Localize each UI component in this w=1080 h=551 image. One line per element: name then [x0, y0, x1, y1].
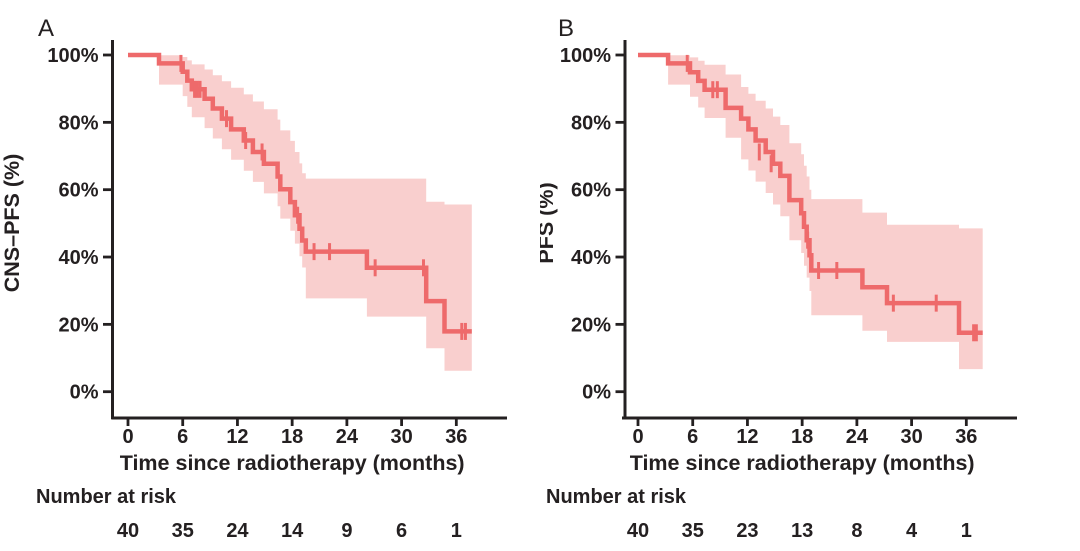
risk-count: 4: [906, 520, 918, 542]
risk-count: 13: [791, 520, 813, 542]
y-tick-label: 100%: [560, 45, 611, 67]
risk-count: 24: [226, 520, 249, 542]
x-tick-label: 36: [445, 426, 467, 448]
km-curve: [128, 52, 472, 334]
y-tick-label: 20%: [58, 314, 98, 336]
y-tick-label: 60%: [58, 180, 98, 202]
confidence-band: [668, 55, 983, 370]
y-tick-label: 80%: [58, 112, 98, 134]
x-tick-label: 36: [955, 426, 977, 448]
risk-count: 14: [281, 520, 304, 542]
number-at-risk-label: Number at risk: [546, 486, 687, 508]
risk-count: 35: [682, 520, 704, 542]
x-axis-title: Time since radiotherapy (months): [630, 451, 975, 475]
panel-letter: A: [38, 15, 54, 42]
y-tick-label: 20%: [571, 314, 611, 336]
y-tick-label: 0%: [582, 382, 611, 404]
y-axis-title: PFS (%): [540, 182, 558, 263]
km-panel-b: 0% 20% 40% 60% 80% 100% 0 40 6 35 12 23 18 13 24 8 30 4 36…: [540, 15, 1017, 542]
x-tick-label: 18: [791, 426, 813, 448]
risk-count: 1: [451, 520, 462, 542]
x-tick-label: 24: [846, 426, 869, 448]
y-tick-label: 100%: [47, 45, 98, 67]
x-tick-label: 24: [336, 426, 359, 448]
y-tick-label: 0%: [70, 382, 99, 404]
risk-count: 40: [627, 520, 649, 542]
y-tick-label: 60%: [571, 180, 611, 202]
risk-count: 8: [851, 520, 862, 542]
km-panel-a: 0% 20% 40% 60% 80% 100% 0 40 6 35 12 24 18 14 24 9 30 6 36…: [0, 15, 507, 542]
risk-count: 23: [736, 520, 758, 542]
panel-letter: B: [558, 15, 574, 42]
x-axis-title: Time since radiotherapy (months): [120, 451, 465, 475]
y-tick-label: 40%: [571, 247, 611, 269]
x-tick-label: 18: [281, 426, 303, 448]
confidence-band: [159, 55, 472, 371]
risk-count: 1: [961, 520, 972, 542]
y-tick-label: 80%: [571, 112, 611, 134]
x-tick-label: 30: [900, 426, 922, 448]
x-tick-label: 6: [177, 426, 188, 448]
x-tick-label: 30: [390, 426, 412, 448]
y-axis-title: CNS–PFS (%): [0, 154, 24, 293]
x-tick-label: 0: [632, 426, 643, 448]
x-tick-label: 12: [226, 426, 248, 448]
number-at-risk-label: Number at risk: [36, 486, 177, 508]
y-tick-label: 40%: [58, 247, 98, 269]
risk-count: 6: [396, 520, 407, 542]
x-tick-label: 0: [122, 426, 133, 448]
risk-count: 9: [341, 520, 352, 542]
risk-count: 35: [172, 520, 194, 542]
x-tick-label: 12: [736, 426, 758, 448]
x-tick-label: 6: [687, 426, 698, 448]
risk-count: 40: [117, 520, 139, 542]
